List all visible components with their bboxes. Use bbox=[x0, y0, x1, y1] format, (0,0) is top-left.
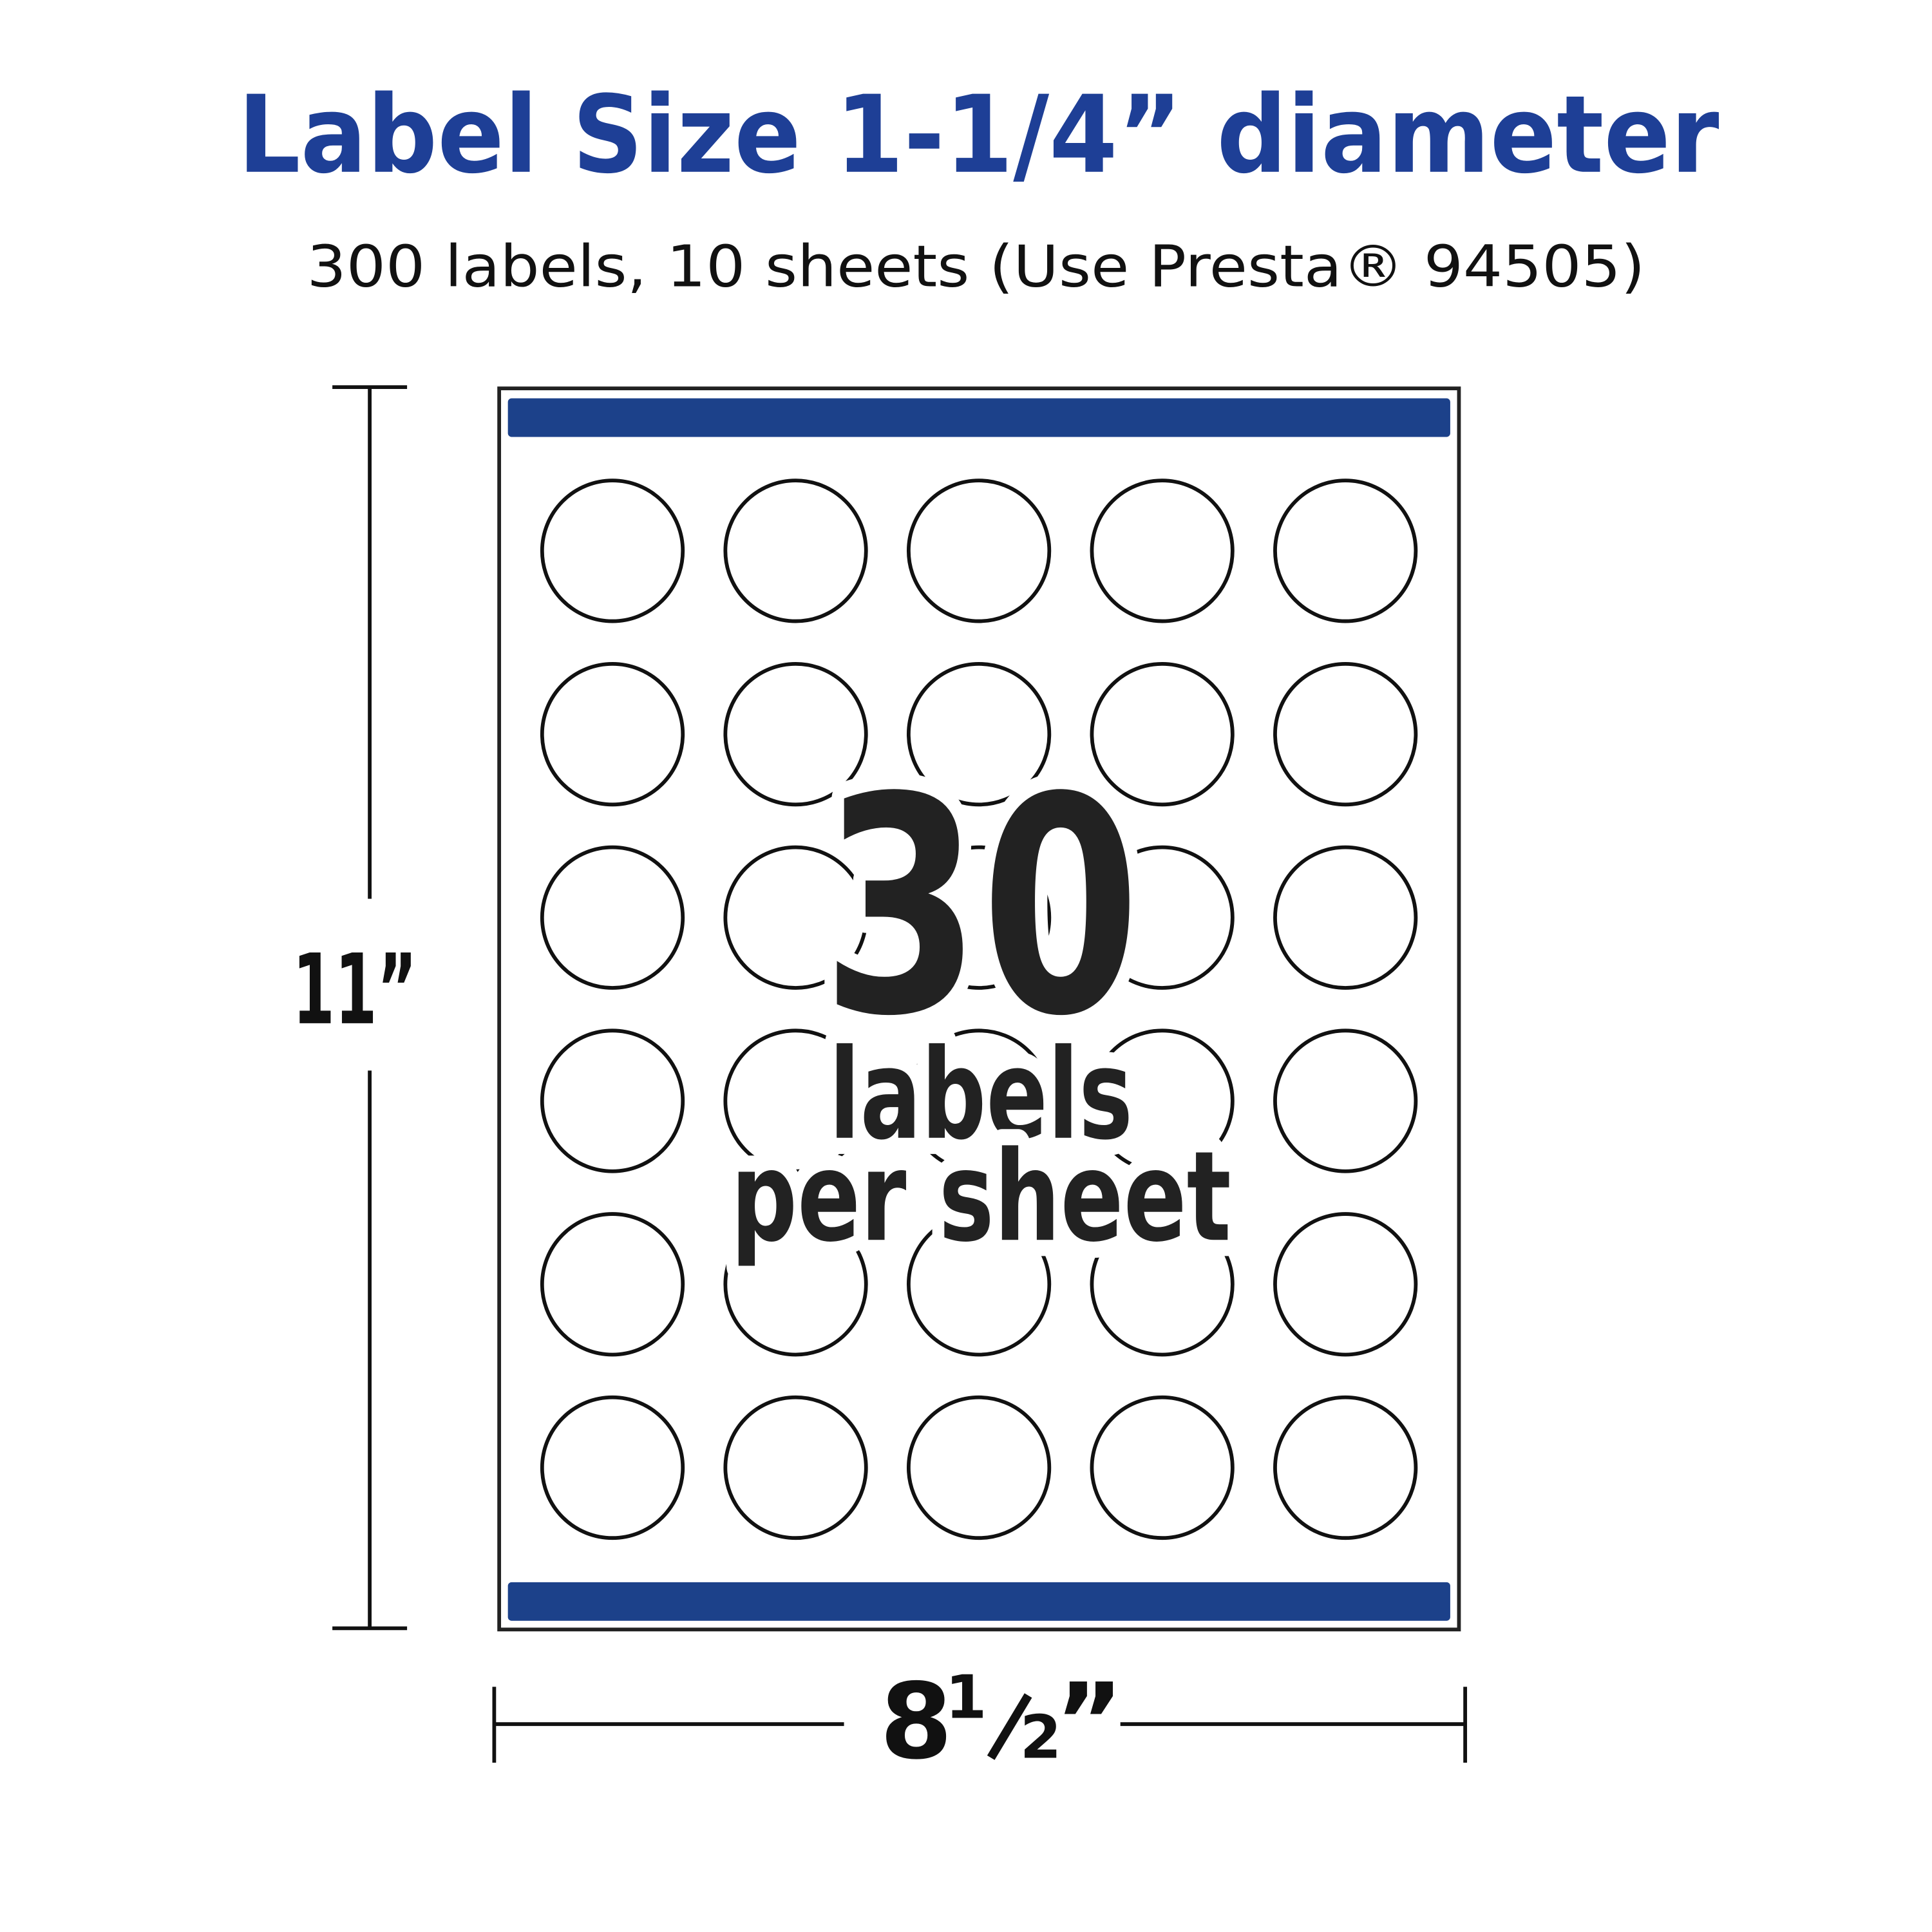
label-circles bbox=[540, 478, 1418, 1540]
label-circle bbox=[1273, 661, 1418, 807]
label-circle bbox=[1273, 478, 1418, 623]
sheet-outline bbox=[497, 386, 1461, 1632]
label-circle bbox=[906, 661, 1052, 807]
label-circle bbox=[540, 845, 685, 990]
label-circle bbox=[1090, 845, 1235, 990]
label-circle bbox=[1090, 1212, 1235, 1357]
label-circle bbox=[1273, 1395, 1418, 1540]
label-circle bbox=[1273, 845, 1418, 990]
label-circle bbox=[723, 1212, 868, 1357]
title: Label Size 1-1/4” diameter bbox=[238, 73, 1719, 198]
label-circle bbox=[723, 1028, 868, 1173]
height-label: 11” bbox=[292, 933, 417, 1046]
label-circle bbox=[540, 478, 685, 623]
label-circle bbox=[1273, 1212, 1418, 1357]
label-circle bbox=[906, 1395, 1052, 1540]
width-whole: 8 bbox=[880, 1661, 952, 1783]
label-count-line1: labels bbox=[829, 1023, 1133, 1168]
label-circle bbox=[906, 478, 1052, 623]
width-inch-mark: ” bbox=[1055, 1661, 1124, 1783]
label-circle bbox=[1273, 1028, 1418, 1173]
height-dimension bbox=[332, 385, 408, 1631]
width-denominator: 2 bbox=[1020, 1702, 1062, 1772]
label-circle bbox=[540, 661, 685, 807]
fraction-slash bbox=[987, 1693, 1032, 1760]
label-circle bbox=[540, 1212, 685, 1357]
bottom-blue-bar bbox=[507, 1582, 1450, 1621]
width-numerator: 1 bbox=[945, 1663, 987, 1732]
label-circle bbox=[906, 1028, 1052, 1173]
label-circle bbox=[1090, 478, 1235, 623]
label-circle bbox=[1090, 1395, 1235, 1540]
subtitle: 300 labels, 10 sheets (Use Presta® 94505… bbox=[307, 233, 1645, 300]
label-circle bbox=[906, 1212, 1052, 1357]
label-circle bbox=[723, 661, 868, 807]
width-dimension bbox=[492, 1687, 1468, 1763]
label-circle bbox=[723, 845, 868, 990]
label-circle bbox=[723, 478, 868, 623]
label-circle bbox=[540, 1395, 685, 1540]
label-circle bbox=[540, 1028, 685, 1173]
label-circle bbox=[1090, 661, 1235, 807]
label-circle bbox=[1090, 1028, 1235, 1173]
label-circle bbox=[906, 845, 1052, 990]
label-count-number: 30 bbox=[822, 734, 1141, 1082]
label-count-callout: 30 labels per sheet bbox=[715, 717, 1247, 1285]
label-circle bbox=[723, 1395, 868, 1540]
top-blue-bar bbox=[507, 398, 1450, 437]
label-count-line2: per sheet bbox=[731, 1124, 1231, 1269]
width-label: 8 1 2 ” bbox=[880, 1661, 1124, 1783]
